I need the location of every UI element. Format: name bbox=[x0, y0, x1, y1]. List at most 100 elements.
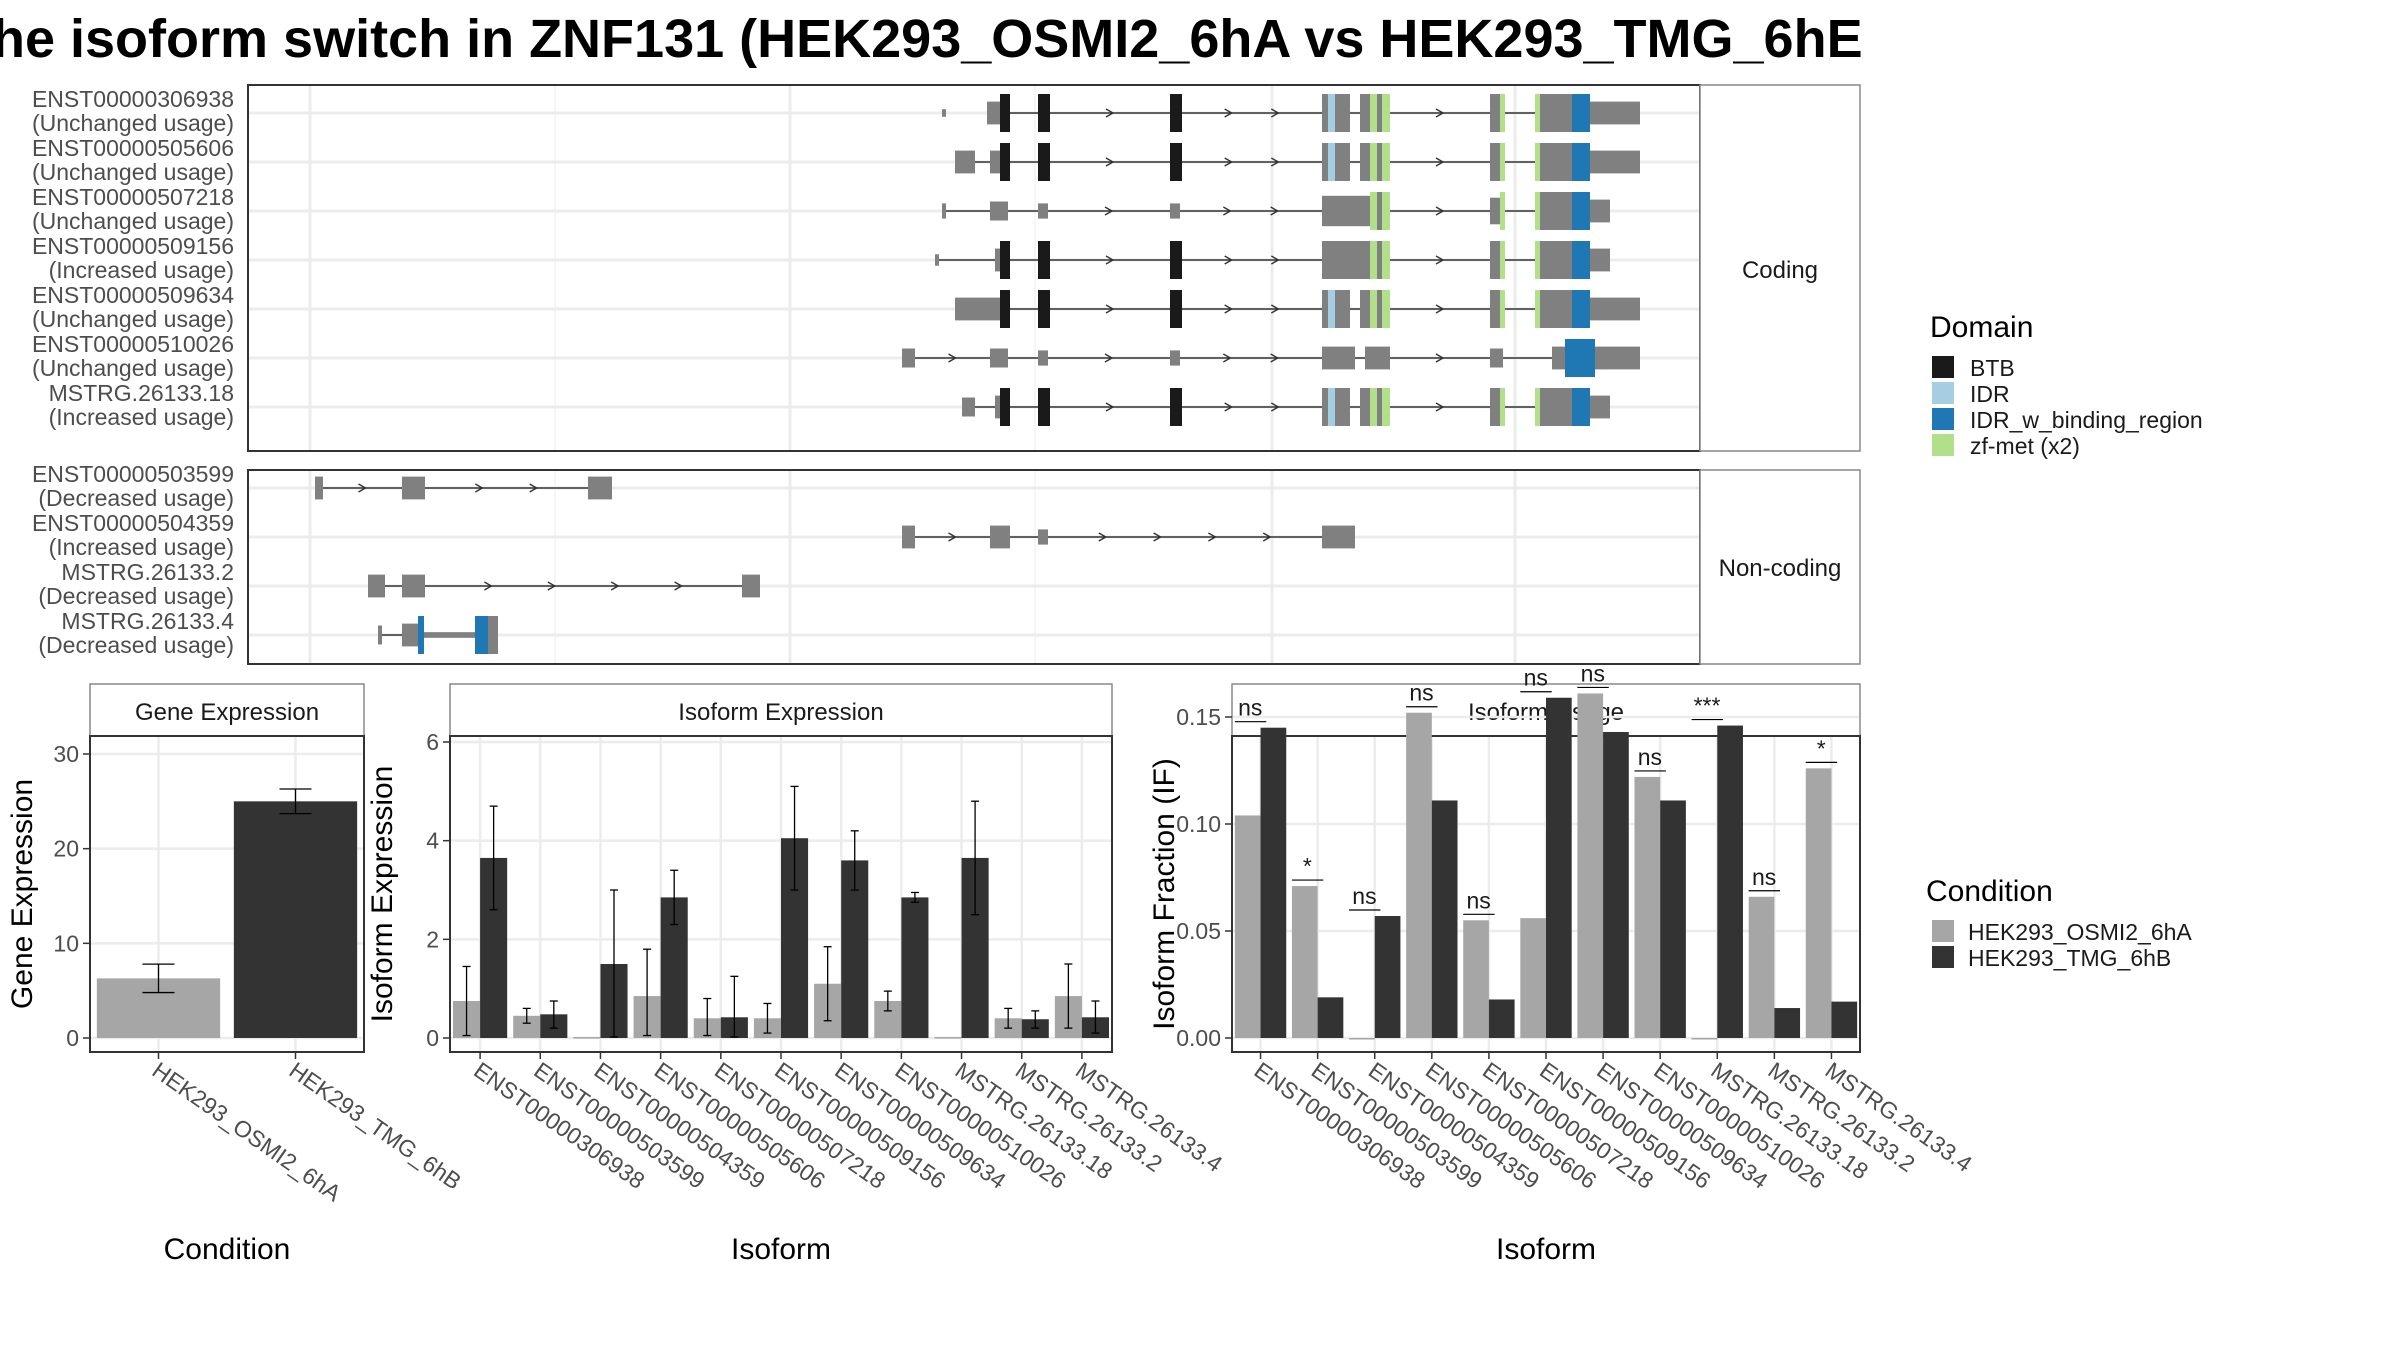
bar bbox=[1234, 815, 1261, 1038]
exon-block bbox=[1360, 94, 1370, 132]
exon-block bbox=[1038, 203, 1048, 219]
exon-block bbox=[942, 109, 946, 117]
exon-block bbox=[1540, 290, 1572, 328]
domain-block bbox=[1382, 241, 1390, 279]
domain-block bbox=[1370, 290, 1377, 328]
condition-legend-title: Condition bbox=[1926, 875, 2053, 908]
domain-block bbox=[1500, 143, 1505, 181]
intron-arrow bbox=[1270, 353, 1280, 363]
exon-block bbox=[1552, 346, 1565, 370]
bar bbox=[1660, 800, 1686, 1038]
significance-label: ns bbox=[1466, 887, 1490, 913]
intron-arrow bbox=[358, 483, 367, 493]
x-axis-label: Isoform bbox=[731, 1233, 831, 1266]
bar bbox=[1317, 997, 1344, 1038]
legend-label-zf-met: zf-met (x2) bbox=[1970, 433, 2080, 459]
exon-block bbox=[1590, 395, 1610, 419]
legend-label-idr-binding: IDR_w_binding_region bbox=[1970, 407, 2203, 433]
domain-block bbox=[1170, 290, 1182, 328]
intron-arrow bbox=[1208, 532, 1217, 542]
bar bbox=[1349, 1038, 1375, 1040]
bar bbox=[1603, 731, 1629, 1038]
domain-block bbox=[1382, 388, 1390, 426]
legend-swatch-idr bbox=[1932, 382, 1954, 404]
y-tick-label: 4 bbox=[426, 828, 439, 854]
bar bbox=[1805, 768, 1832, 1038]
significance-label: * bbox=[1817, 735, 1826, 761]
intron-arrow bbox=[948, 353, 957, 363]
y-tick-label: 2 bbox=[426, 926, 439, 952]
transcript-usage-label: (Increased usage) bbox=[49, 534, 234, 560]
bar bbox=[1291, 886, 1318, 1038]
significance-label: ns bbox=[1638, 744, 1662, 770]
y-tick-label: 6 bbox=[426, 729, 439, 755]
bar bbox=[1431, 800, 1458, 1038]
intron-arrow bbox=[1224, 108, 1234, 118]
bar bbox=[1831, 1001, 1858, 1038]
exon-block bbox=[955, 297, 995, 321]
exon-block bbox=[424, 632, 475, 638]
significance-label: * bbox=[1303, 853, 1312, 879]
intron-arrow bbox=[474, 483, 484, 493]
bar bbox=[901, 897, 929, 1038]
domain-block bbox=[1572, 388, 1590, 426]
exon-block bbox=[995, 395, 1000, 419]
intron-arrow bbox=[1105, 304, 1115, 314]
domain-block bbox=[1038, 143, 1050, 181]
transcript-usage-label: (Decreased usage) bbox=[38, 632, 234, 658]
exon-block bbox=[990, 348, 1008, 368]
intron-arrow bbox=[1435, 353, 1445, 363]
transcript-id-label: MSTRG.26133.2 bbox=[61, 559, 234, 585]
exon-block bbox=[315, 476, 323, 500]
domain-legend: Domain BTB IDR IDR_w_binding_region zf-m… bbox=[1930, 311, 2203, 459]
domain-block bbox=[1000, 290, 1010, 328]
bar bbox=[1374, 916, 1401, 1038]
domain-block bbox=[1370, 388, 1377, 426]
domain-block bbox=[1500, 94, 1505, 132]
exon-block bbox=[402, 623, 418, 647]
exon-block bbox=[902, 348, 915, 368]
intron-arrow bbox=[529, 483, 539, 493]
domain-block bbox=[1000, 143, 1010, 181]
bar bbox=[934, 1037, 962, 1039]
intron-arrow bbox=[484, 581, 493, 591]
domain-block bbox=[1535, 192, 1540, 230]
transcript-id-label: ENST00000509634 bbox=[32, 282, 234, 308]
exon-block bbox=[1322, 388, 1328, 426]
coding-facet-label: Coding bbox=[1742, 257, 1818, 284]
exon-block bbox=[990, 525, 1010, 549]
significance-label: ns bbox=[1352, 883, 1376, 909]
y-tick-label: 0 bbox=[426, 1025, 439, 1051]
coding-track bbox=[942, 94, 1640, 132]
intron-arrow bbox=[1270, 255, 1280, 265]
legend-label-idr: IDR bbox=[1970, 381, 2010, 407]
domain-block bbox=[1535, 290, 1540, 328]
intron-arrow bbox=[1224, 402, 1234, 412]
transcript-id-label: ENST00000504359 bbox=[32, 510, 234, 536]
bar bbox=[1488, 999, 1515, 1038]
transcript-id-label: ENST00000503599 bbox=[32, 461, 234, 487]
noncoding-track bbox=[902, 525, 1355, 549]
y-tick-label: 0.05 bbox=[1176, 918, 1221, 944]
domain-block bbox=[1500, 290, 1505, 328]
bar bbox=[1463, 920, 1489, 1038]
domain-block bbox=[1572, 290, 1590, 328]
domain-block bbox=[1328, 388, 1335, 426]
legend-swatch-btb bbox=[1932, 356, 1954, 378]
exon-block bbox=[1540, 388, 1572, 426]
transcript-id-label: ENST00000306938 bbox=[32, 86, 234, 112]
intron-arrow bbox=[1098, 532, 1108, 542]
exon-block bbox=[402, 574, 425, 598]
x-axis-label: Isoform bbox=[1496, 1233, 1596, 1266]
intron-arrow bbox=[1435, 255, 1445, 265]
transcript-structure-panel: Coding Non-coding ENST00000306938(Unchan… bbox=[32, 84, 1861, 665]
legend-swatch-cond1 bbox=[1932, 920, 1954, 942]
domain-block bbox=[1370, 143, 1377, 181]
intron-arrow bbox=[1104, 206, 1114, 216]
intron-arrow bbox=[1435, 304, 1445, 314]
intron-arrow bbox=[1105, 108, 1115, 118]
intron-arrow bbox=[1222, 353, 1232, 363]
exon-block bbox=[1322, 346, 1355, 370]
y-tick-label: 20 bbox=[53, 836, 79, 862]
